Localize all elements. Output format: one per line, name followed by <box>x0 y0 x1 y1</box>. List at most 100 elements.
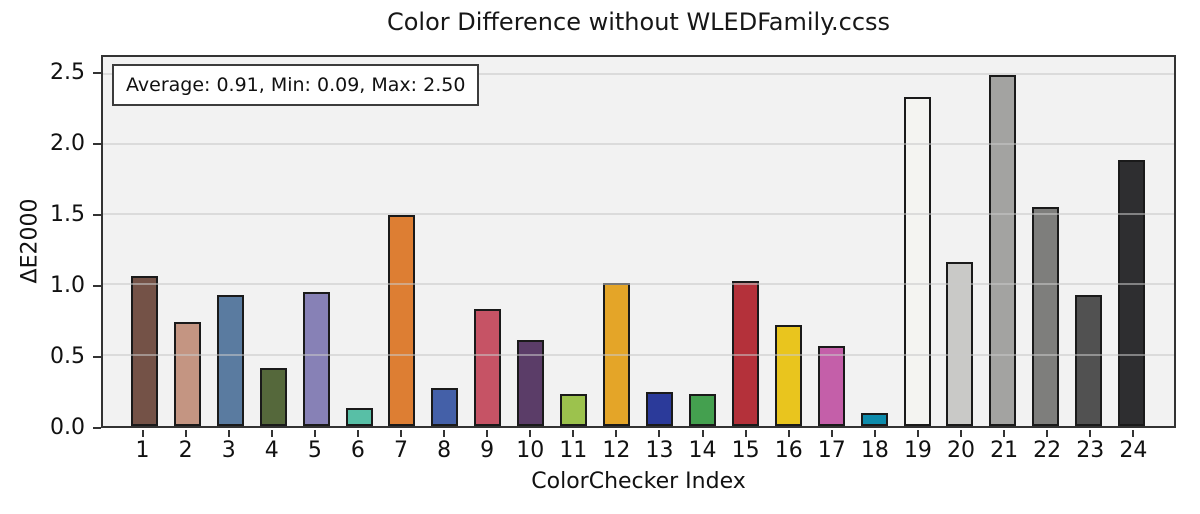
y-tick-label-1.5: 1.5 <box>50 201 85 227</box>
x-tick-label-1: 1 <box>135 438 150 463</box>
bar-slot-1 <box>123 57 166 426</box>
x-tick-5: 5 <box>293 430 336 462</box>
bar-slot-10 <box>509 57 552 426</box>
bar-slot-24 <box>1110 57 1153 426</box>
x-tick-22: 22 <box>1026 430 1069 462</box>
plot-area: Average: 0.91, Min: 0.09, Max: 2.50 <box>101 55 1176 428</box>
x-tick-18: 18 <box>853 430 896 462</box>
x-tick-label-12: 12 <box>602 438 631 463</box>
x-tick-20: 20 <box>939 430 982 462</box>
x-tick-mark <box>1132 430 1135 437</box>
bar-slot-15 <box>724 57 767 426</box>
bar-slot-5 <box>295 57 338 426</box>
bar-slot-2 <box>166 57 209 426</box>
bar-16 <box>774 324 802 426</box>
bar-slot-20 <box>939 57 982 426</box>
x-tick-1: 1 <box>121 430 164 462</box>
x-tick-17: 17 <box>810 430 853 462</box>
bar-14 <box>688 393 716 426</box>
x-tick-label-7: 7 <box>394 438 408 463</box>
bar-6 <box>345 407 373 426</box>
bar-slot-23 <box>1067 57 1110 426</box>
x-tick-label-2: 2 <box>178 438 193 463</box>
x-tick-label-10: 10 <box>516 438 545 463</box>
x-tick-label-6: 6 <box>350 438 365 463</box>
x-tick-8: 8 <box>423 430 466 462</box>
bar-22 <box>1032 206 1060 426</box>
x-tick-mark <box>615 430 618 437</box>
x-tick-7: 7 <box>379 430 422 462</box>
x-tick-3: 3 <box>207 430 250 462</box>
y-tick-mark <box>93 284 101 287</box>
x-tick-label-9: 9 <box>480 438 495 463</box>
x-tick-mark <box>443 430 446 437</box>
x-tick-9: 9 <box>466 430 509 462</box>
x-tick-mark <box>1089 430 1092 437</box>
x-tick-14: 14 <box>681 430 724 462</box>
x-tick-label-4: 4 <box>264 438 279 463</box>
x-tick-15: 15 <box>724 430 767 462</box>
bar-8 <box>431 388 459 426</box>
x-tick-mark <box>916 430 919 437</box>
x-tick-mark <box>227 430 230 437</box>
x-tick-mark <box>1003 430 1006 437</box>
x-tick-2: 2 <box>164 430 207 462</box>
x-axis-label: ColorChecker Index <box>531 469 746 494</box>
bar-24 <box>1118 160 1146 426</box>
x-tick-11: 11 <box>552 430 595 462</box>
x-tick-mark <box>184 430 187 437</box>
bar-21 <box>989 74 1017 426</box>
x-tick-label-11: 11 <box>559 438 588 463</box>
bar-slot-13 <box>638 57 681 426</box>
x-tick-mark <box>356 430 359 437</box>
y-tick-mark <box>93 71 101 74</box>
x-tick-10: 10 <box>509 430 552 462</box>
y-tick-mark <box>93 213 101 216</box>
x-tick-label-8: 8 <box>437 438 452 463</box>
x-tick-mark <box>400 430 402 437</box>
bar-3 <box>216 295 244 426</box>
bar-slot-6 <box>338 57 381 426</box>
y-tick-mark <box>93 142 101 145</box>
chart-title: Color Difference without WLEDFamily.ccss <box>386 8 891 36</box>
bar-15 <box>731 281 759 426</box>
y-tick-label-2.5: 2.5 <box>50 59 85 85</box>
bar-13 <box>646 392 674 426</box>
x-tick-mark <box>572 430 575 437</box>
bar-slot-11 <box>552 57 595 426</box>
bar-slot-7 <box>381 57 424 426</box>
x-tick-label-24: 24 <box>1119 438 1148 463</box>
x-tick-label-20: 20 <box>947 438 976 463</box>
bar-slot-9 <box>466 57 509 426</box>
x-tick-label-14: 14 <box>688 438 717 463</box>
bar-20 <box>946 261 974 426</box>
bar-18 <box>860 413 888 426</box>
x-tick-label-17: 17 <box>817 438 846 463</box>
bar-17 <box>817 345 845 426</box>
x-tick-label-23: 23 <box>1076 438 1105 463</box>
y-tick-label-0.5: 0.5 <box>50 343 85 369</box>
bar-7 <box>388 215 416 426</box>
x-tick-mark <box>529 430 532 437</box>
x-tick-mark <box>744 430 747 437</box>
x-tick-24: 24 <box>1112 430 1155 462</box>
bars-container <box>103 57 1174 426</box>
x-tick-12: 12 <box>595 430 638 462</box>
bar-12 <box>603 282 631 426</box>
x-tick-mark <box>701 430 704 437</box>
x-tick-mark <box>486 430 489 437</box>
x-tick-label-22: 22 <box>1033 438 1062 463</box>
x-tick-mark <box>658 430 661 437</box>
x-tick-label-18: 18 <box>860 438 889 463</box>
x-tick-mark <box>960 430 963 437</box>
x-tick-label-19: 19 <box>903 438 932 463</box>
y-tick-label-2.0: 2.0 <box>50 130 85 156</box>
bar-slot-14 <box>681 57 724 426</box>
x-tick-16: 16 <box>767 430 810 462</box>
x-tick-23: 23 <box>1069 430 1112 462</box>
bar-5 <box>302 292 330 426</box>
x-tick-mark <box>1046 430 1049 437</box>
x-tick-6: 6 <box>336 430 379 462</box>
x-tick-4: 4 <box>250 430 293 462</box>
bar-slot-21 <box>981 57 1024 426</box>
